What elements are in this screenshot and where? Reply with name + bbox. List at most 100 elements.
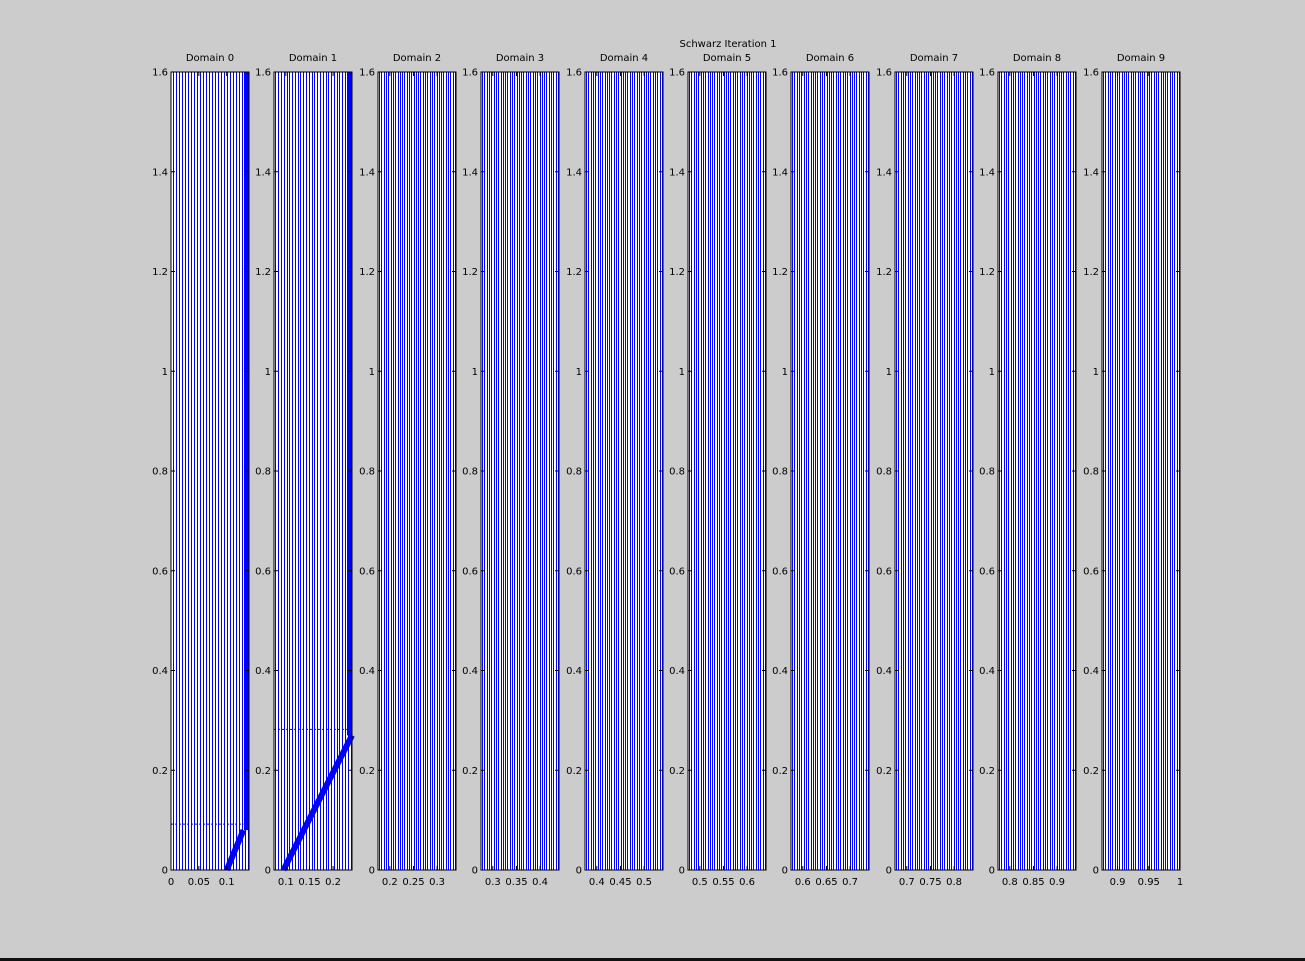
x-tick-label: 0.2 [325,877,341,888]
subplot-title: Domain 9 [1117,53,1165,64]
x-tick-label: 0.65 [815,877,837,888]
y-tick-label: 0.4 [462,666,478,677]
y-tick-label: 0.2 [669,766,685,777]
y-tick-label: 1.4 [979,167,995,178]
x-tick-label: 0.05 [188,877,210,888]
y-tick-label: 0.2 [359,766,375,777]
y-tick-label: 0.6 [255,566,271,577]
subplot-domain-3: Domain 3 0 0.2 0.4 0.6 0.8 1 1.2 1.4 1.6 0.3 0.35 0.… [462,53,560,888]
y-tick-label: 1.4 [876,167,892,178]
y-tick-label: 0.4 [876,666,892,677]
y-tick-label: 1.2 [152,267,168,278]
y-tick-label: 1.2 [255,267,271,278]
y-tick-label: 1.4 [255,167,271,178]
x-tick-label: 0.7 [899,877,915,888]
characteristic-lines [689,72,766,870]
x-tick-label: 0.25 [402,877,424,888]
y-tick-label: 1 [886,367,892,378]
y-tick-label: 0.6 [979,566,995,577]
y-tick-label: 0.8 [152,467,168,478]
y-tick-label: 0.8 [462,467,478,478]
y-tick-label: 1.6 [152,68,168,79]
y-tick-label: 1.2 [566,267,582,278]
y-tick-label: 0.8 [255,467,271,478]
x-tick-label: 0.9 [1049,877,1065,888]
y-tick-label: 0.6 [462,566,478,577]
subplot-domain-2: Domain 2 0 0.2 0.4 0.6 0.8 1 1.2 1.4 1.6 0.2 0.25 0.… [359,53,457,888]
y-tick-label: 0.4 [152,666,168,677]
y-tick-label: 1 [162,367,168,378]
y-tick-label: 0 [369,866,375,877]
y-tick-label: 0 [679,866,685,877]
y-tick-label: 0.6 [772,566,788,577]
x-tick-label: 0.3 [485,877,501,888]
subplot-title: Domain 0 [186,53,234,64]
y-tick-label: 1 [576,367,582,378]
x-tick-label: 0.35 [505,877,527,888]
y-tick-label: 0.6 [876,566,892,577]
subplot-title: Domain 1 [289,53,337,64]
subplot-domain-9: Domain 9 0 0.2 0.4 0.6 0.8 1 1.2 1.4 1.6 0.9 0.95 1 [1083,53,1183,888]
y-tick-label: 1 [679,367,685,378]
subplot-title: Domain 3 [496,53,544,64]
y-tick-label: 0.4 [566,666,582,677]
characteristic-lines [379,72,456,870]
x-tick-label: 0.1 [278,877,294,888]
x-tick-label: 0.8 [946,877,962,888]
shock-front [223,828,247,872]
subplot-domain-7: Domain 7 0 0.2 0.4 0.6 0.8 1 1.2 1.4 1.6 0.7 0.75 0.… [876,53,974,888]
y-tick-label: 0 [782,866,788,877]
y-tick-label: 1.2 [1083,267,1099,278]
x-tick-label: 0.5 [636,877,652,888]
y-tick-label: 1.2 [979,267,995,278]
x-tick-label: 0.15 [298,877,320,888]
x-tick-label: 0.6 [739,877,755,888]
subplot-domain-5: Domain 5 0 0.2 0.4 0.6 0.8 1 1.2 1.4 1.6 0.5 0.55 0.… [669,53,767,888]
subplot-grid: Domain 0 0 0.2 0.4 0.6 0.8 1 1.2 1.4 1.6 0 0.05 0.1 D… [152,53,1183,888]
y-tick-label: 0.8 [772,467,788,478]
x-tick-label: 0.1 [219,877,235,888]
y-tick-label: 1.2 [359,267,375,278]
x-tick-label: 0.95 [1138,877,1160,888]
x-tick-label: 0.7 [842,877,858,888]
y-tick-label: 0 [886,866,892,877]
x-tick-label: 0.3 [429,877,445,888]
subplot-title: Domain 6 [806,53,854,64]
subplot-title: Domain 7 [910,53,958,64]
subplot-domain-4: Domain 4 0 0.2 0.4 0.6 0.8 1 1.2 1.4 1.6 0.4 0.45 0.… [566,53,664,888]
y-tick-label: 1.6 [1083,68,1099,79]
characteristic-lines [792,72,869,870]
subplot-title: Domain 4 [600,53,648,64]
y-tick-label: 1.6 [255,68,271,79]
y-tick-label: 0.2 [255,766,271,777]
y-tick-label: 1.2 [462,267,478,278]
y-tick-label: 0.2 [462,766,478,777]
y-tick-label: 1 [1093,367,1099,378]
y-tick-label: 0.2 [979,766,995,777]
y-tick-label: 0 [1093,866,1099,877]
subplot-domain-8: Domain 8 0 0.2 0.4 0.6 0.8 1 1.2 1.4 1.6 0.8 0.85 0.… [979,53,1077,888]
y-tick-label: 1 [472,367,478,378]
x-tick-label: 0.75 [919,877,941,888]
y-tick-label: 1.2 [772,267,788,278]
y-tick-label: 1.2 [876,267,892,278]
shock-front [280,733,355,872]
y-tick-label: 0.2 [566,766,582,777]
y-tick-label: 0.6 [669,566,685,577]
y-tick-label: 1.2 [669,267,685,278]
y-tick-label: 0.4 [359,666,375,677]
y-tick-label: 0.2 [772,766,788,777]
y-tick-label: 1 [782,367,788,378]
x-tick-label: 0.85 [1022,877,1044,888]
y-tick-label: 0.2 [876,766,892,777]
y-tick-label: 0.8 [669,467,685,478]
y-tick-label: 0.4 [772,666,788,677]
x-tick-label: 0.45 [609,877,631,888]
characteristic-lines [586,72,663,870]
window-bottom-edge [0,958,1305,961]
subplot-title: Domain 8 [1013,53,1061,64]
subplot-title: Domain 2 [393,53,441,64]
y-tick-label: 1.6 [566,68,582,79]
characteristic-lines [999,72,1076,870]
